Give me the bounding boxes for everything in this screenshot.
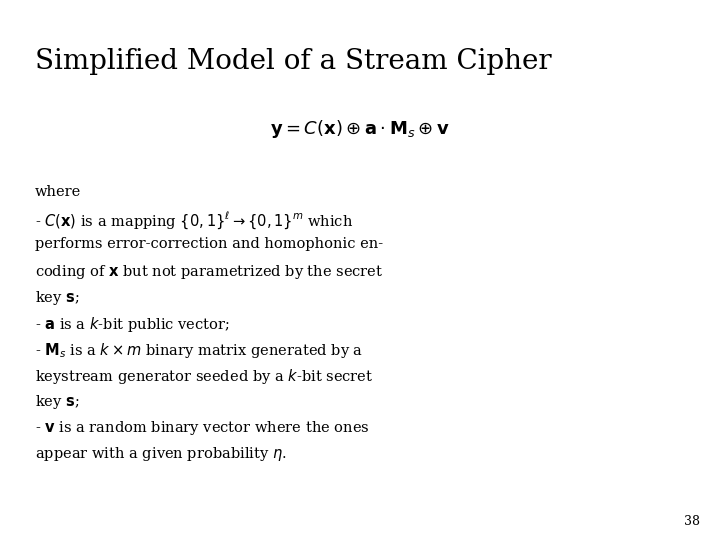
Text: - $C(\mathbf{x})$ is a mapping $\{0,1\}^\ell \rightarrow \{0,1\}^m$ which: - $C(\mathbf{x})$ is a mapping $\{0,1\}^… (35, 211, 354, 232)
Text: $\mathbf{y} = C(\mathbf{x}) \oplus \mathbf{a} \cdot \mathbf{M}_s \oplus \mathbf{: $\mathbf{y} = C(\mathbf{x}) \oplus \math… (270, 118, 450, 140)
Text: - $\mathbf{v}$ is a random binary vector where the ones: - $\mathbf{v}$ is a random binary vector… (35, 419, 369, 437)
Text: Simplified Model of a Stream Cipher: Simplified Model of a Stream Cipher (35, 48, 552, 75)
Text: keystream generator seeded by a $k$-bit secret: keystream generator seeded by a $k$-bit … (35, 367, 374, 386)
Text: performs error-correction and homophonic en-: performs error-correction and homophonic… (35, 237, 383, 251)
Text: appear with a given probability $\eta$.: appear with a given probability $\eta$. (35, 445, 287, 463)
Text: where: where (35, 185, 81, 199)
Text: key $\mathbf{s}$;: key $\mathbf{s}$; (35, 289, 79, 307)
Text: key $\mathbf{s}$;: key $\mathbf{s}$; (35, 393, 79, 411)
Text: - $\mathbf{M}_s$ is a $k \times m$ binary matrix generated by a: - $\mathbf{M}_s$ is a $k \times m$ binar… (35, 341, 364, 360)
Text: coding of $\mathbf{x}$ but not parametrized by the secret: coding of $\mathbf{x}$ but not parametri… (35, 263, 383, 281)
Text: - $\mathbf{a}$ is a $k$-bit public vector;: - $\mathbf{a}$ is a $k$-bit public vecto… (35, 315, 230, 334)
Text: 38: 38 (684, 515, 700, 528)
